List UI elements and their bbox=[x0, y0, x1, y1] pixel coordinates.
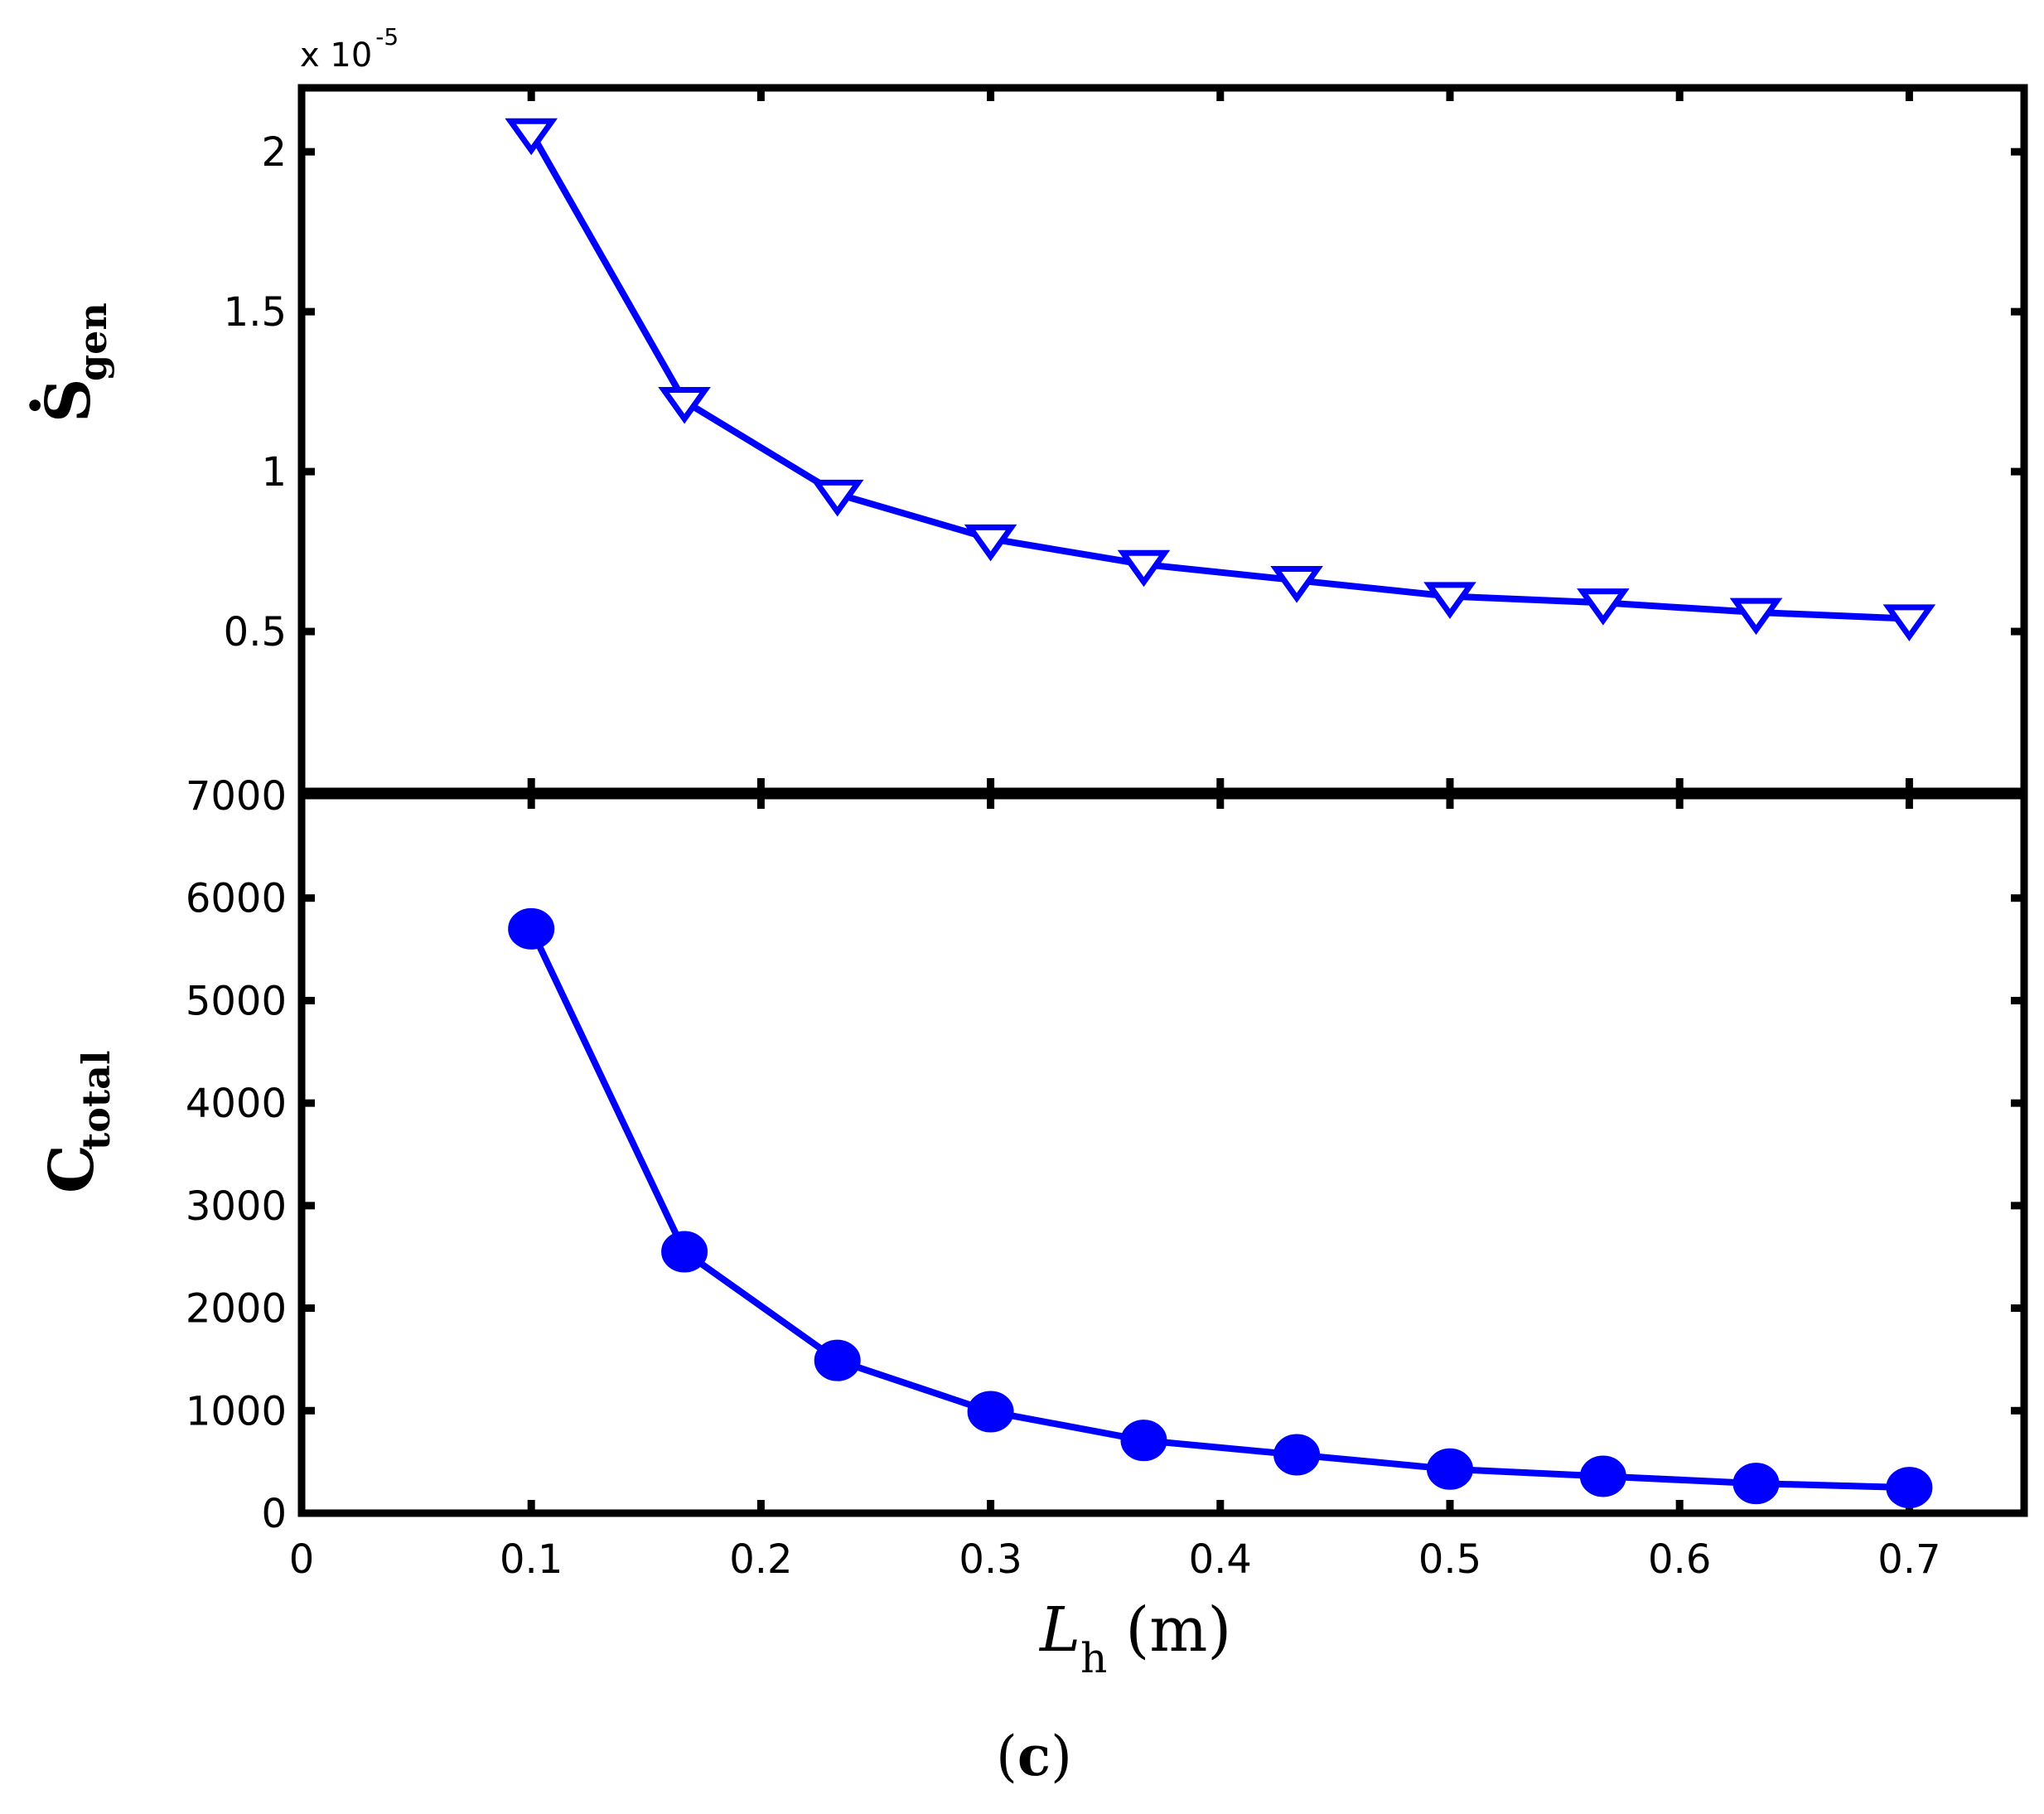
y-label-dot: · bbox=[0, 394, 71, 416]
entropy-generation-y-label: S · gen bbox=[0, 302, 115, 423]
data-point-triangle bbox=[1423, 582, 1476, 619]
data-point-circle bbox=[661, 1231, 708, 1273]
x-tick-labels: 0 0.1 0.2 0.3 0.4 0.5 0.6 0.7 bbox=[289, 1536, 1941, 1583]
data-point-circle bbox=[1427, 1448, 1473, 1490]
y-tick-label: 2 bbox=[261, 129, 287, 176]
x-tick-label: 0.7 bbox=[1877, 1536, 1940, 1583]
y-label-subscript: gen bbox=[70, 302, 115, 381]
data-point-circle bbox=[508, 907, 555, 950]
y-multiplier-label: x 10 -5 bbox=[300, 23, 399, 75]
data-point-triangle bbox=[505, 118, 558, 156]
y-label-symbol: S bbox=[33, 379, 104, 423]
x-tick-label: 0 bbox=[289, 1536, 315, 1583]
x-tick-label: 0.5 bbox=[1418, 1536, 1481, 1583]
y-tick-label: 1.5 bbox=[224, 289, 287, 336]
series-line bbox=[528, 927, 1910, 1492]
top-y-tick-labels: 0.5 1 1.5 2 bbox=[224, 129, 287, 655]
y-tick-label: 7000 bbox=[186, 773, 287, 820]
y-tick-label: 0.5 bbox=[224, 609, 287, 655]
data-point-triangle bbox=[1117, 549, 1171, 588]
data-point-triangle bbox=[964, 524, 1017, 562]
entropy-generation-panel: 0.5 1 1.5 2 x 10 -5 S · gen bbox=[0, 23, 2028, 796]
x-tick-label: 0.3 bbox=[959, 1536, 1022, 1583]
data-point-triangle bbox=[658, 386, 711, 424]
bottom-plot-frame bbox=[297, 791, 2028, 1517]
top-axis-ticks bbox=[302, 88, 2024, 791]
data-point-circle bbox=[1273, 1434, 1321, 1476]
y-tick-label: 4000 bbox=[186, 1081, 287, 1127]
data-point-circle bbox=[1886, 1467, 1933, 1509]
data-point-triangle bbox=[810, 479, 864, 517]
data-point-triangle bbox=[1270, 566, 1323, 603]
data-point-triangle bbox=[1882, 604, 1936, 641]
series-line bbox=[528, 131, 1910, 622]
y-tick-label: 1 bbox=[261, 449, 287, 496]
top-plot-frame bbox=[297, 84, 2028, 796]
data-point-circle bbox=[967, 1391, 1014, 1433]
x-axis-label: Lh (m) bbox=[1038, 1594, 1231, 1682]
bottom-y-tick-labels: 0 1000 2000 3000 4000 5000 6000 7000 bbox=[186, 773, 287, 1537]
bottom-axis-ticks bbox=[297, 791, 2024, 1517]
x-tick-label: 0.1 bbox=[500, 1536, 563, 1583]
y-label-symbol: C bbox=[36, 1144, 108, 1193]
data-point-circle bbox=[1579, 1455, 1626, 1497]
y-label-subscript: total bbox=[74, 1051, 118, 1150]
total-cost-y-label: C total bbox=[36, 1051, 118, 1193]
data-point-circle bbox=[1120, 1420, 1167, 1462]
entropy-generation-series bbox=[505, 118, 1936, 641]
y-tick-label: 0 bbox=[261, 1491, 287, 1537]
y-tick-label: 2000 bbox=[186, 1286, 287, 1333]
data-point-circle bbox=[1732, 1463, 1780, 1505]
data-point-circle bbox=[814, 1339, 861, 1381]
x-tick-label: 0.2 bbox=[729, 1536, 792, 1583]
total-cost-series bbox=[508, 907, 1933, 1509]
y-tick-label: 5000 bbox=[186, 978, 287, 1024]
data-point-triangle bbox=[1577, 588, 1630, 626]
total-cost-panel: 0 1000 2000 3000 4000 5000 6000 7000 0 0.1 0.2 0.3… bbox=[36, 773, 2028, 1583]
y-tick-label: 6000 bbox=[186, 876, 287, 922]
data-point-triangle bbox=[1729, 597, 1783, 636]
y-tick-label: 1000 bbox=[186, 1388, 287, 1434]
panel-label: (c) bbox=[996, 1724, 1072, 1788]
x-tick-label: 0.4 bbox=[1189, 1536, 1252, 1583]
y-tick-label: 3000 bbox=[186, 1183, 287, 1230]
x-tick-label: 0.6 bbox=[1648, 1536, 1711, 1583]
